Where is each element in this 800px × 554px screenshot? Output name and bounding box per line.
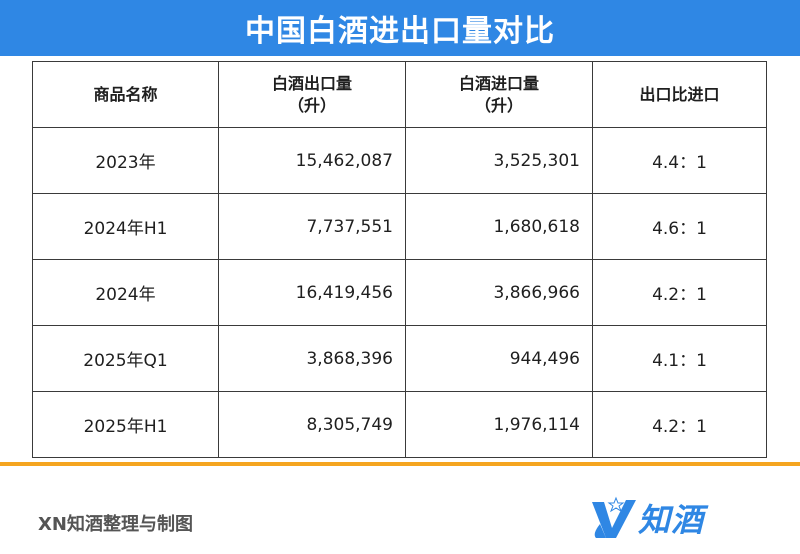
cell-period: 2024年H1 <box>32 193 219 260</box>
credit-text: XN知酒整理与制图 <box>38 514 193 535</box>
cell-export-volume: 8,305,749 <box>218 391 406 458</box>
title-bar: 中国白酒进出口量对比 <box>0 0 800 56</box>
cell-period: 2024年 <box>32 259 219 326</box>
cell-ratio: 4.2：1 <box>592 259 767 326</box>
logo-wordmark: 知酒 <box>638 501 705 539</box>
cell-export-volume: 3,868,396 <box>218 325 406 392</box>
header-product-name: 商品名称 <box>32 61 219 128</box>
cell-ratio: 4.4：1 <box>592 127 767 194</box>
cell-ratio: 4.2：1 <box>592 391 767 458</box>
cell-import-volume: 944,496 <box>405 325 593 392</box>
cell-period: 2023年 <box>32 127 219 194</box>
cell-export-volume: 15,462,087 <box>218 127 406 194</box>
xn-brand-icon <box>592 496 636 538</box>
header-import-volume: 白酒进口量 （升） <box>405 61 593 128</box>
brand-logo: 知酒 <box>586 494 736 542</box>
footer-divider <box>0 462 800 466</box>
cell-import-volume: 1,680,618 <box>405 193 593 260</box>
table-row: 2024年H1 7,737,551 1,680,618 4.6：1 <box>32 193 767 260</box>
cell-import-volume: 1,976,114 <box>405 391 593 458</box>
cell-ratio: 4.1：1 <box>592 325 767 392</box>
header-export-volume: 白酒出口量 （升） <box>218 61 406 128</box>
cell-period: 2025年Q1 <box>32 325 219 392</box>
header-export-import-ratio: 出口比进口 <box>592 61 767 128</box>
import-export-table: 商品名称 白酒出口量 （升） 白酒进口量 （升） 出口比进口 2023年 15,… <box>32 61 767 458</box>
table-header-row: 商品名称 白酒出口量 （升） 白酒进口量 （升） 出口比进口 <box>32 61 767 128</box>
table-row: 2023年 15,462,087 3,525,301 4.4：1 <box>32 127 767 194</box>
table-row: 2025年H1 8,305,749 1,976,114 4.2：1 <box>32 391 767 458</box>
page-title: 中国白酒进出口量对比 <box>245 14 555 49</box>
table-row: 2025年Q1 3,868,396 944,496 4.1：1 <box>32 325 767 392</box>
cell-ratio: 4.6：1 <box>592 193 767 260</box>
cell-export-volume: 7,737,551 <box>218 193 406 260</box>
table-row: 2024年 16,419,456 3,866,966 4.2：1 <box>32 259 767 326</box>
cell-import-volume: 3,866,966 <box>405 259 593 326</box>
cell-period: 2025年H1 <box>32 391 219 458</box>
table-container: 商品名称 白酒出口量 （升） 白酒进口量 （升） 出口比进口 2023年 15,… <box>32 61 767 458</box>
cell-import-volume: 3,525,301 <box>405 127 593 194</box>
cell-export-volume: 16,419,456 <box>218 259 406 326</box>
